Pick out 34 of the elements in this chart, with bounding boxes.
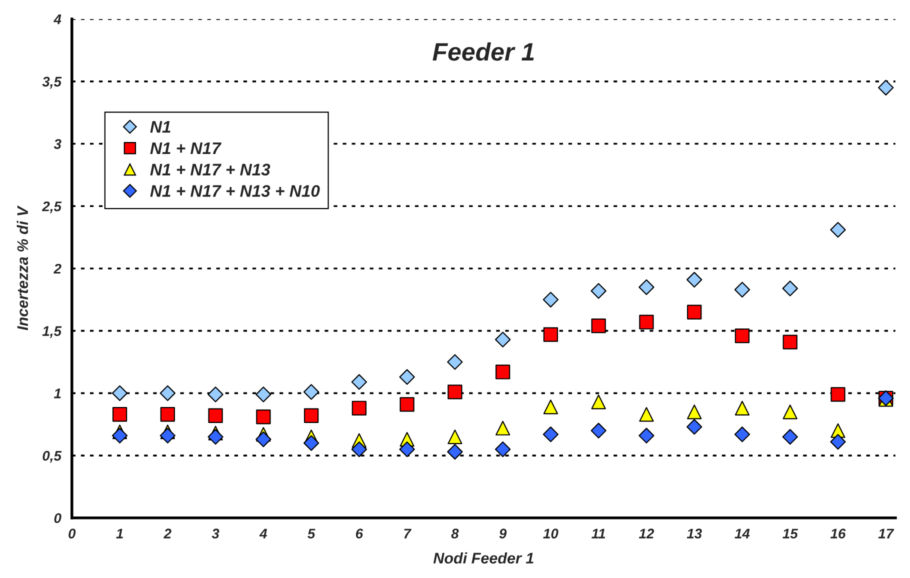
x-tick-label: 8 <box>451 528 459 539</box>
x-tick-label: 16 <box>830 528 846 539</box>
y-tick-label: 1,5 <box>42 326 62 338</box>
x-tick-label: 0 <box>68 528 76 539</box>
x-tick-label: 7 <box>404 528 412 538</box>
legend-label: N1 + N17 <box>150 142 222 154</box>
legend-label: N1 + N17 + N13 + N10 <box>150 185 320 197</box>
y-tick-label: 2,5 <box>42 201 62 214</box>
x-tick-label: 3 <box>212 528 220 539</box>
y-tick-label: 1 <box>54 388 61 398</box>
x-tick-label: 17 <box>878 528 894 538</box>
y-tick-label: 4 <box>54 14 62 24</box>
y-tick-label: 3,5 <box>42 76 62 89</box>
y-tick-label: 0 <box>54 513 62 524</box>
x-tick-label: 12 <box>638 528 654 538</box>
x-tick-label: 10 <box>543 528 558 539</box>
y-tick-label: 2 <box>54 264 62 274</box>
x-axis-title: Nodi Feeder 1 <box>433 552 534 564</box>
x-tick-label: 4 <box>259 528 268 538</box>
x-tick-label: 5 <box>308 528 316 539</box>
y-tick-label: 3 <box>54 139 62 149</box>
x-tick-label: 1 <box>116 528 123 538</box>
x-tick-label: 6 <box>356 528 364 539</box>
x-tick-label: 15 <box>782 528 798 539</box>
legend-label: N1 + N17 + N13 <box>150 164 270 176</box>
y-tick-label: 0,5 <box>42 450 62 463</box>
text: Feeder 1 <box>432 42 534 61</box>
x-tick-label: 9 <box>499 528 507 539</box>
x-tick-label: 11 <box>592 528 606 538</box>
x-tick-label: 13 <box>686 528 702 539</box>
y-axis-title: Incertezza % di V <box>16 205 28 330</box>
x-tick-label: 14 <box>734 528 750 538</box>
legend-label: N1 <box>150 121 170 133</box>
x-tick-label: 2 <box>164 528 172 538</box>
